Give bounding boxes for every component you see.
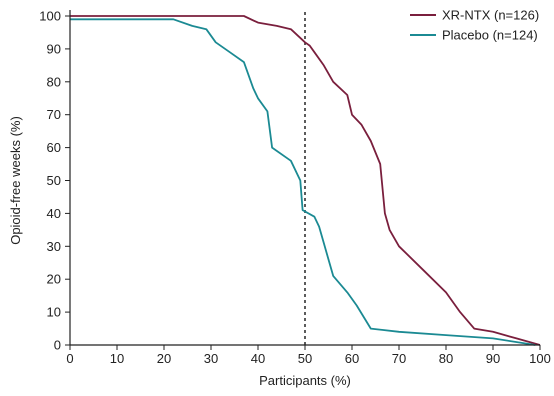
axes (65, 10, 541, 350)
x-axis-label: Participants (%) (259, 373, 351, 388)
legend-label: Placebo (n=124) (442, 28, 538, 43)
y-axis-label: Opioid-free weeks (%) (8, 116, 23, 245)
y-tick-label: 20 (47, 272, 61, 287)
x-tick-label: 90 (486, 351, 500, 366)
series-line-placebo (70, 18, 536, 346)
y-tick-label: 100 (39, 9, 61, 24)
y-tick-label: 70 (47, 107, 61, 122)
y-tick-label: 60 (47, 140, 61, 155)
tick-labels: 0 10 20 30 40 50 60 70 80 90 100 0 10 20 30 40 50 60 70 80 9… (39, 9, 551, 367)
y-tick-label: 30 (47, 239, 61, 254)
x-tick-label: 100 (529, 351, 551, 366)
y-tick-label: 0 (54, 338, 61, 353)
y-tick-label: 40 (47, 206, 61, 221)
y-tick-label: 90 (47, 41, 61, 56)
x-tick-label: 70 (392, 351, 406, 366)
x-tick-label: 40 (251, 351, 265, 366)
x-tick-label: 20 (157, 351, 171, 366)
x-tick-label: 0 (66, 351, 73, 366)
series-lines (70, 12, 541, 346)
x-tick-label: 80 (439, 351, 453, 366)
x-tick-label: 30 (204, 351, 218, 366)
x-tick-label: 60 (345, 351, 359, 366)
legend-label: XR-NTX (n=126) (442, 8, 539, 23)
y-tick-label: 10 (47, 305, 61, 320)
y-tick-label: 80 (47, 74, 61, 89)
x-tick-label: 10 (110, 351, 124, 366)
x-tick-label: 50 (298, 351, 312, 366)
legend: XR-NTX (n=126) Placebo (n=124) (410, 8, 539, 43)
y-tick-label: 50 (47, 173, 61, 188)
series-line-xr-ntx (70, 15, 541, 346)
